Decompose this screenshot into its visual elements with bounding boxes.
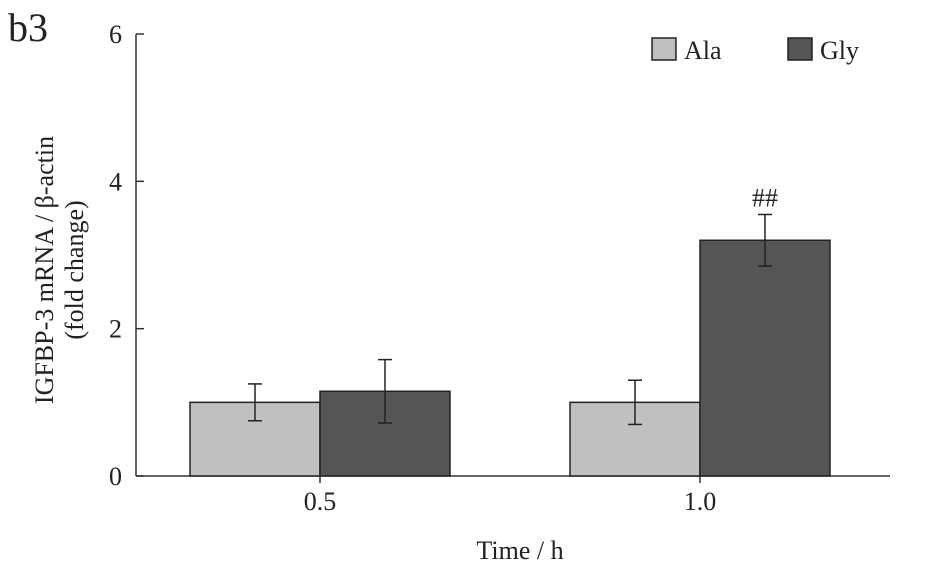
- legend-label-gly: Gly: [820, 36, 859, 65]
- bar-gly-1: [699, 239, 831, 477]
- y-axis-label-line1: IGFBP-3 mRNA / β-actin: [30, 135, 59, 405]
- x-axis-label: Time / h: [476, 536, 564, 565]
- legend-swatch-gly: [787, 37, 813, 61]
- x-tick-label-0: 0.5: [304, 487, 337, 516]
- annotation-0: ##: [752, 183, 778, 212]
- x-tick-label-1: 1.0: [684, 487, 717, 516]
- legend-swatch-ala: [651, 37, 677, 61]
- y-axis-label-line2: (fold change): [60, 200, 89, 340]
- bar-gly-0: [319, 390, 451, 477]
- panel-label: b3: [8, 5, 48, 50]
- y-tick-label-0: 0: [109, 462, 122, 491]
- y-tick-label-2: 4: [109, 167, 122, 196]
- legend-label-ala: Ala: [684, 36, 722, 65]
- y-tick-label-1: 2: [109, 315, 122, 344]
- y-tick-label-3: 6: [109, 20, 122, 49]
